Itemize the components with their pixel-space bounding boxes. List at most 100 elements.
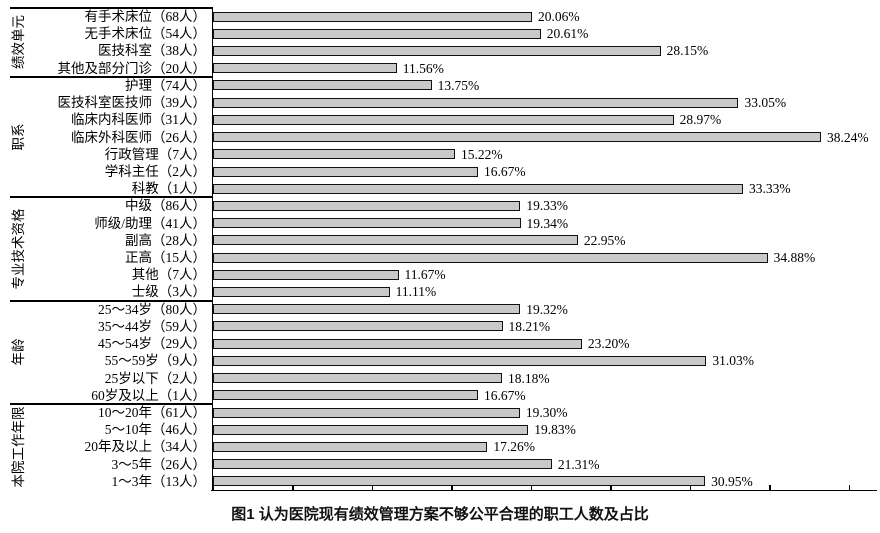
row-label: 25～34岁（80人）	[98, 301, 206, 317]
bar	[213, 321, 503, 332]
value-label: 16.67%	[484, 163, 526, 179]
bar	[213, 355, 707, 366]
x-axis-tick	[769, 484, 771, 490]
value-label: 20.06%	[537, 9, 580, 24]
bar	[213, 28, 541, 39]
y-axis	[211, 8, 213, 490]
value-label: 23.20%	[587, 336, 630, 352]
x-axis-tick	[848, 484, 850, 490]
bar	[213, 338, 582, 349]
group-separator	[10, 299, 213, 302]
bar	[213, 407, 520, 418]
row-label: 医技科室医技师（39人）	[57, 95, 207, 111]
figure-caption: 图1 认为医院现有绩效管理方案不够公平合理的职工人数及占比	[231, 506, 649, 523]
x-axis-tick	[530, 484, 532, 490]
bar	[213, 166, 479, 177]
value-label: 19.32%	[526, 301, 568, 317]
value-label: 20.61%	[546, 26, 589, 42]
bar	[213, 11, 532, 22]
value-label: 15.22%	[460, 146, 503, 162]
value-label: 13.75%	[437, 77, 480, 93]
value-label: 33.33%	[748, 181, 791, 197]
group-separator	[10, 75, 213, 78]
bar	[213, 373, 503, 384]
bar	[213, 235, 578, 246]
value-label: 22.95%	[583, 232, 626, 248]
value-label: 34.88%	[773, 250, 816, 265]
value-label: 30.95%	[711, 473, 753, 489]
value-label: 31.03%	[712, 353, 754, 369]
bar	[213, 424, 529, 435]
row-label: 临床内科医师（31人）	[71, 112, 206, 128]
row-label: 师级/助理（41人）	[94, 215, 206, 231]
value-label: 11.56%	[402, 60, 444, 76]
bar	[213, 114, 674, 125]
x-axis-tick	[610, 484, 612, 490]
value-label: 19.83%	[534, 422, 576, 438]
bar	[213, 132, 822, 143]
x-axis-tick	[371, 484, 373, 490]
value-label: 18.18%	[508, 370, 550, 386]
row-label: 其他（7人）	[131, 267, 206, 283]
row-label: 正高（15人）	[125, 250, 206, 265]
row-label: 25岁以下（2人）	[104, 370, 206, 386]
row-label: 45～54岁（29人）	[98, 336, 206, 352]
value-label: 16.67%	[484, 387, 526, 403]
row-label: 60岁及以上（1人）	[91, 387, 206, 403]
value-label: 38.24%	[827, 129, 869, 145]
bar	[213, 200, 521, 211]
bar	[213, 304, 521, 315]
bar	[213, 390, 479, 401]
row-label: 20年及以上（34人）	[84, 439, 207, 455]
x-axis	[211, 489, 877, 491]
value-label: 33.05%	[744, 95, 787, 111]
row-label: 有手术床位（68人）	[84, 9, 207, 24]
bar	[213, 80, 432, 91]
bar	[213, 63, 397, 74]
row-label: 10～20年（61人）	[98, 404, 206, 420]
x-axis-tick	[212, 484, 214, 490]
row-label: 无手术床位（54人）	[84, 26, 207, 42]
row-label: 学科主任（2人）	[104, 163, 206, 179]
bar-chart-plot: 绩效单元 有手术床位（68人） 20.06% 无手术床位（54人） 20.61% 医技科室…	[10, 7, 877, 491]
row-label: 行政管理（7人）	[104, 146, 206, 162]
group-separator	[10, 402, 213, 405]
bar	[213, 46, 661, 57]
value-label: 11.11%	[395, 284, 437, 300]
bar	[213, 252, 768, 263]
row-label: 科教（1人）	[131, 181, 206, 197]
bar	[213, 459, 552, 470]
value-label: 19.34%	[526, 215, 569, 231]
bar	[213, 183, 743, 194]
group-separator	[10, 196, 213, 199]
row-label: 临床外科医师（26人）	[71, 129, 206, 145]
bar	[213, 97, 739, 108]
value-label: 19.33%	[526, 198, 568, 214]
value-label: 11.67%	[404, 267, 446, 283]
row-label: 35～44岁（59人）	[98, 318, 206, 334]
row-label: 副高（28人）	[125, 232, 206, 248]
row-label: 中级（86人）	[125, 198, 206, 214]
row-label: 士级（3人）	[131, 284, 206, 300]
bar	[213, 287, 390, 298]
bar	[213, 476, 706, 487]
row-label: 3～5年（26人）	[111, 456, 207, 472]
bar	[213, 149, 455, 160]
x-axis-tick	[689, 484, 691, 490]
group-separator	[10, 7, 213, 9]
row-label: 其他及部分门诊（20人）	[57, 60, 207, 76]
bar	[213, 269, 399, 280]
row-label: 5～10年（46人）	[104, 422, 206, 438]
bar	[213, 441, 488, 452]
row-label: 医技科室（38人）	[98, 43, 206, 59]
value-label: 28.15%	[666, 43, 709, 59]
row-label: 1～3年（13人）	[111, 473, 207, 489]
value-label: 28.97%	[679, 112, 722, 128]
value-label: 19.30%	[525, 404, 568, 420]
value-label: 18.21%	[508, 318, 551, 334]
x-axis-tick	[451, 484, 453, 490]
row-label: 护理（74人）	[125, 77, 206, 93]
value-label: 17.26%	[493, 439, 536, 455]
bar	[213, 218, 521, 229]
